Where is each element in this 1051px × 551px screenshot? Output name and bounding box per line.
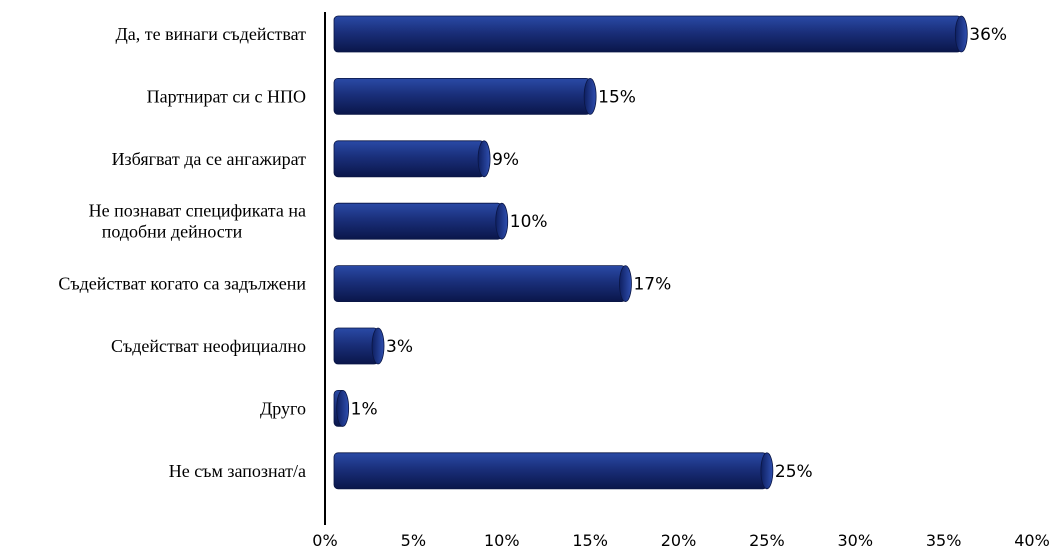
x-tick-label: 30%: [837, 531, 873, 550]
bar-cap: [583, 78, 597, 115]
category-label: Съдействат неофициално: [111, 336, 306, 356]
category-label: Друго: [260, 398, 306, 418]
data-label: 1%: [351, 399, 378, 419]
data-label: 15%: [598, 87, 636, 107]
category-label: Не познават спецификата на: [89, 201, 306, 221]
category-label: Не съм запознат/а: [169, 461, 306, 481]
data-label: 3%: [386, 337, 413, 357]
bar: [333, 202, 503, 240]
category-label: Да, те винаги съдействат: [116, 24, 307, 44]
bar: [333, 15, 962, 53]
category-label: Избягват да се ангажират: [112, 149, 307, 169]
x-tick-label: 15%: [572, 531, 608, 550]
x-axis-tick-labels: 0% 5% 10% 15% 20% 25% 30% 35% 40%: [312, 531, 1049, 550]
bar: [333, 265, 626, 303]
x-tick-label: 35%: [926, 531, 962, 550]
data-label: 36%: [969, 25, 1007, 45]
bar-cap: [495, 202, 509, 240]
bar-cap: [619, 265, 632, 303]
data-label: 9%: [492, 150, 519, 170]
x-tick-label: 0%: [312, 531, 337, 550]
x-tick-label: 25%: [749, 531, 785, 550]
data-label: 17%: [633, 275, 671, 295]
bar: [333, 452, 768, 490]
bar-cap: [371, 327, 385, 365]
data-labels: 36% 15% 9% 10% 17% 3% 1% 25%: [351, 25, 1007, 482]
bar: [333, 140, 485, 178]
bar-cap: [954, 15, 968, 53]
x-tick-label: 40%: [1014, 531, 1050, 550]
bar-cap: [336, 389, 350, 427]
data-label: 25%: [775, 462, 813, 482]
bar: [333, 78, 591, 115]
x-tick-label: 5%: [401, 531, 426, 550]
bar-cap: [760, 452, 774, 490]
x-tick-label: 10%: [484, 531, 520, 550]
category-labels: Да, те винаги съдействат Партнират си с Н…: [58, 24, 306, 481]
category-label: Партнират си с НПО: [147, 86, 306, 106]
bars-group: [333, 15, 968, 490]
bar-cap: [477, 140, 491, 178]
category-label: подобни дейности: [102, 222, 243, 242]
data-label: 10%: [510, 212, 548, 232]
category-label: Съдействат когато са задължени: [58, 274, 306, 294]
bar: [333, 327, 379, 365]
x-tick-label: 20%: [661, 531, 697, 550]
